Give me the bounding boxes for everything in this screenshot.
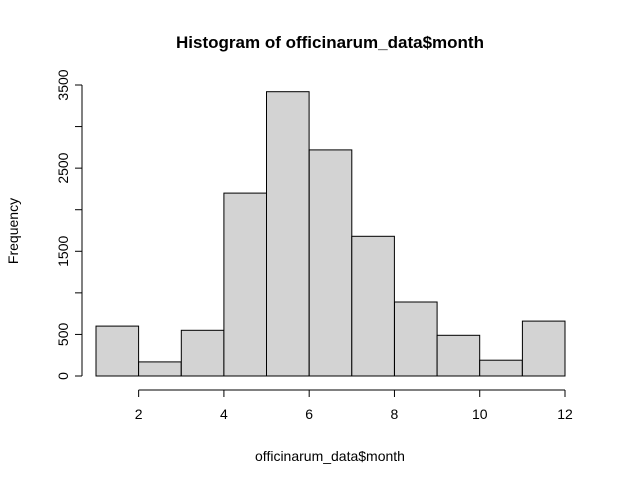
x-tick-label: 10: [472, 406, 488, 422]
y-tick-label: 1500: [55, 236, 71, 267]
histogram-bar-7-8: [351, 235, 395, 377]
y-axis: 0 500 1500 2500 3500: [55, 69, 83, 380]
histogram-bar-11-12: [521, 320, 566, 377]
histogram-bar-1-2: [95, 325, 140, 377]
x-tick-label: 2: [135, 406, 143, 422]
histogram-bar-4-5: [223, 192, 267, 377]
histogram-bar-6-7: [308, 149, 353, 377]
x-tick-label: 4: [220, 406, 228, 422]
chart-title: Histogram of officinarum_data$month: [176, 33, 484, 52]
x-tick-label: 12: [557, 406, 573, 422]
x-axis: 2 4 6 8 10 12: [135, 389, 573, 422]
histogram-bar-2-3: [138, 361, 182, 377]
y-tick-label: 500: [55, 323, 71, 347]
bars-group: [95, 91, 566, 377]
histogram-bar-3-4: [180, 329, 225, 377]
histogram-bar-9-10: [436, 334, 481, 377]
histogram-bar-10-11: [479, 359, 523, 377]
y-axis-label: Frequency: [5, 198, 21, 264]
x-axis-label: officinarum_data$month: [255, 448, 405, 464]
x-tick-label: 8: [391, 406, 399, 422]
histogram-bar-5-6: [266, 91, 310, 377]
y-tick-label: 2500: [55, 152, 71, 183]
x-tick-label: 6: [305, 406, 313, 422]
y-tick-label: 0: [55, 372, 71, 380]
histogram-bar-8-9: [394, 301, 438, 377]
y-tick-label: 3500: [55, 69, 71, 100]
